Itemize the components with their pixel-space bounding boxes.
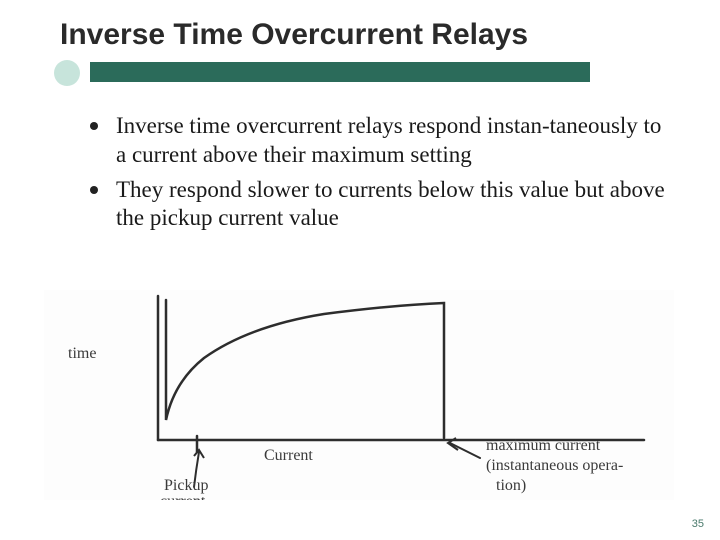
x-axis-label: Current: [264, 447, 313, 464]
bullet-icon: [90, 186, 98, 194]
bullet-text: Inverse time overcurrent relays respond …: [116, 112, 670, 170]
bullet-item: Inverse time overcurrent relays respond …: [90, 112, 670, 170]
slide-title: Inverse Time Overcurrent Relays: [60, 18, 690, 52]
diagram-svg: time Current Pickup current maximum curr…: [44, 290, 674, 500]
title-underline: [54, 58, 690, 84]
bullet-item: They respond slower to currents below th…: [90, 176, 670, 234]
max-label-2: (instantaneous opera-: [486, 457, 623, 474]
page-number: 35: [692, 518, 704, 530]
title-bar-dot: [54, 60, 80, 86]
y-axis-label: time: [68, 345, 96, 362]
pickup-label-2: current: [160, 493, 206, 500]
pickup-label-1: Pickup: [164, 477, 208, 494]
inverse-curve: [166, 300, 444, 438]
max-label-3: tion): [496, 477, 526, 494]
max-label-1: maximum current: [486, 437, 601, 454]
bullet-text: They respond slower to currents below th…: [116, 176, 670, 234]
bullet-list: Inverse time overcurrent relays respond …: [90, 112, 670, 233]
slide-container: Inverse Time Overcurrent Relays Inverse …: [0, 0, 720, 540]
arrow-max: [450, 443, 480, 458]
inverse-time-diagram: time Current Pickup current maximum curr…: [44, 290, 674, 500]
title-bar-green: [90, 62, 590, 82]
bullet-icon: [90, 122, 98, 130]
